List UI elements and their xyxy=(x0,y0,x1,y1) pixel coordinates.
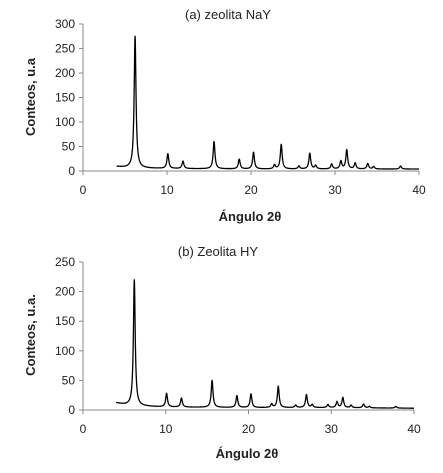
panel-a-nay: (a) zeolita NaY Conteos, u.a Ángulo 2θ 0… xyxy=(23,7,426,224)
x-tick-label: 10 xyxy=(160,183,174,197)
y-tick-label: 150 xyxy=(55,314,75,328)
y-tick-label: 250 xyxy=(55,42,75,56)
chart-title: (b) Zeolita HY xyxy=(178,244,259,259)
y-tick-label: 50 xyxy=(62,140,76,154)
series-line xyxy=(115,279,415,409)
series-line xyxy=(116,35,420,170)
x-tick-label: 40 xyxy=(412,183,426,197)
y-tick-label: 300 xyxy=(55,17,75,31)
x-tick-label: 40 xyxy=(407,422,421,436)
chart-title: (a) zeolita NaY xyxy=(185,7,271,22)
y-tick-label: 150 xyxy=(55,91,75,105)
x-tick-label: 30 xyxy=(325,422,339,436)
x-tick-label: 0 xyxy=(80,422,87,436)
y-tick-label: 250 xyxy=(55,255,75,269)
y-tick-label: 0 xyxy=(68,164,75,178)
x-tick-label: 0 xyxy=(80,183,87,197)
y-tick-label: 200 xyxy=(55,66,75,80)
y-tick-label: 200 xyxy=(55,285,75,299)
y-tick-label: 100 xyxy=(55,344,75,358)
panel-b-hy: (b) Zeolita HY Conteos, u.a. Ángulo 2θ 0… xyxy=(23,244,421,461)
y-axis-label: Conteos, u.a xyxy=(23,57,38,136)
x-axis-label: Ángulo 2θ xyxy=(219,209,282,224)
x-tick-label: 10 xyxy=(159,422,173,436)
x-tick-label: 30 xyxy=(328,183,342,197)
y-tick-label: 100 xyxy=(55,115,75,129)
y-tick-label: 50 xyxy=(62,373,76,387)
y-tick-label: 0 xyxy=(68,403,75,417)
x-tick-label: 20 xyxy=(244,183,258,197)
x-tick-label: 20 xyxy=(242,422,256,436)
x-axis-label: Ángulo 2θ xyxy=(216,446,279,461)
y-axis-label: Conteos, u.a. xyxy=(23,294,38,376)
